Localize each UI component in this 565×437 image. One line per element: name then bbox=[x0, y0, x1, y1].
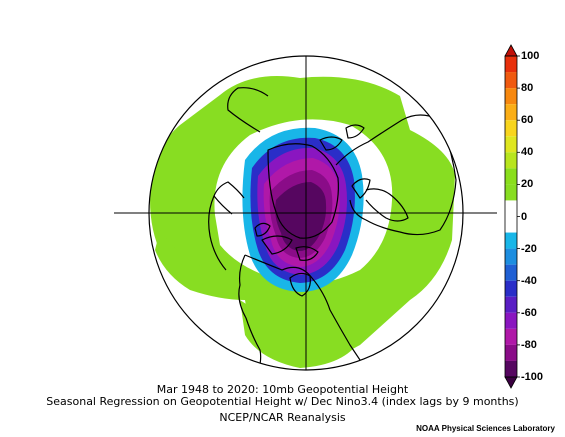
colorbar-tick-label: -100 bbox=[521, 371, 544, 383]
colorbar-bin bbox=[505, 184, 517, 201]
colorbar-tick-label: -40 bbox=[521, 274, 537, 287]
colorbar-bin bbox=[505, 104, 517, 121]
title-line-1: Mar 1948 to 2020: 10mb Geopotential Heig… bbox=[156, 383, 409, 396]
colorbar-tick-label: -80 bbox=[521, 338, 537, 351]
colorbar-bin bbox=[505, 232, 517, 249]
colorbar-bin bbox=[505, 72, 517, 89]
colorbar-bin bbox=[505, 136, 517, 153]
colorbar-bin bbox=[505, 312, 517, 329]
colorbar-bin bbox=[505, 88, 517, 105]
positive-anomaly-west-lobe bbox=[155, 230, 245, 300]
positive-anomaly-south-lobe bbox=[240, 300, 360, 368]
colorbar-bin bbox=[505, 264, 517, 281]
colorbar-bin bbox=[505, 344, 517, 361]
colorbar-bin bbox=[505, 168, 517, 185]
colorbar-bin bbox=[505, 296, 517, 313]
colorbar-tick-label: 0 bbox=[521, 210, 528, 223]
colorbar-tick-label: 60 bbox=[521, 114, 534, 127]
colorbar-tick-label: 40 bbox=[521, 146, 534, 159]
credit-label: NOAA Physical Sciences Laboratory bbox=[416, 424, 555, 433]
negative-core bbox=[275, 182, 327, 252]
colorbar-tick-label: 100 bbox=[521, 50, 540, 62]
hudson-bay bbox=[289, 272, 311, 297]
colorbar-bin bbox=[505, 280, 517, 297]
greenland-coast bbox=[267, 143, 339, 239]
source-label: NCEP/NCAR Reanalysis bbox=[219, 411, 346, 424]
scandinavia-coast bbox=[351, 178, 371, 199]
colorbar-bins bbox=[505, 56, 517, 377]
colorbar-tick-label: -20 bbox=[521, 242, 537, 255]
eurasia-coast bbox=[335, 114, 457, 236]
canadian-arctic-islands bbox=[254, 222, 319, 261]
siberia-east-coast bbox=[227, 87, 269, 133]
north-america-coast bbox=[238, 254, 369, 370]
colorbar-bin bbox=[505, 56, 517, 73]
title-line-2: Seasonal Regression on Geopotential Heig… bbox=[46, 395, 519, 408]
colorbar-bin bbox=[505, 248, 517, 265]
colorbar-tick-label: 20 bbox=[521, 178, 534, 191]
colorbar-bin bbox=[505, 152, 517, 169]
alaska-coast bbox=[213, 181, 245, 215]
colorbar-tick-label: -60 bbox=[521, 306, 537, 319]
colorbar-bin bbox=[505, 120, 517, 137]
colorbar-bin bbox=[505, 328, 517, 345]
west-coast-na bbox=[208, 195, 227, 271]
colorbar-bin bbox=[505, 360, 517, 377]
colorbar-bin bbox=[505, 200, 517, 233]
colorbar-tick-label: 80 bbox=[521, 82, 534, 95]
colorbar-over-arrow bbox=[504, 44, 518, 57]
colorbar-ticks bbox=[517, 55, 520, 378]
arctic-russia-islands bbox=[319, 124, 365, 151]
shaded-field bbox=[150, 76, 455, 368]
map-border bbox=[148, 55, 464, 371]
